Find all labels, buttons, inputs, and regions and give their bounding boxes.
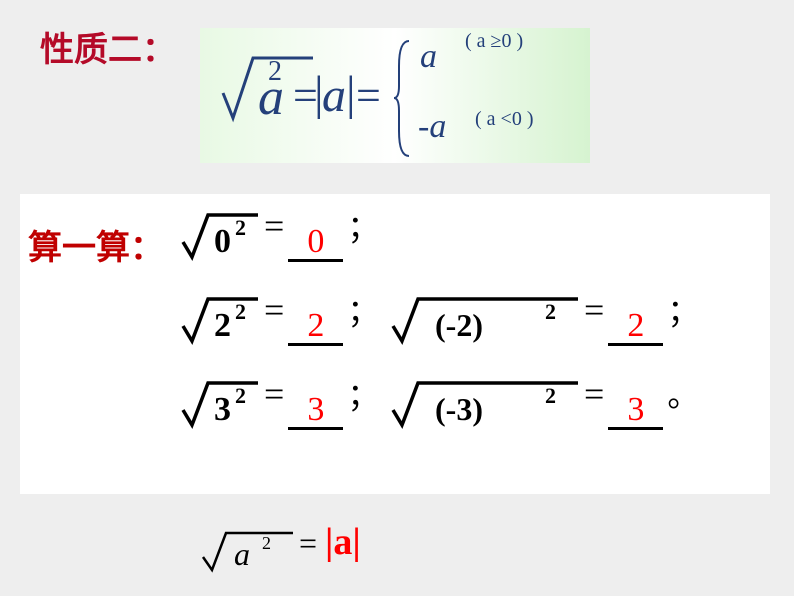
equals-sign: =	[584, 374, 604, 414]
svg-text:2: 2	[235, 383, 246, 408]
punct: ；	[347, 293, 379, 329]
var-a-abs: a	[322, 68, 346, 123]
svg-text:2: 2	[214, 307, 231, 344]
answer-blank: 0	[288, 221, 343, 262]
abs-a-result: |a|	[325, 521, 361, 563]
equals-2: =	[356, 70, 381, 121]
punct: 。	[667, 377, 699, 413]
sqrt-icon: 0 2	[180, 207, 260, 262]
brace-icon	[394, 36, 414, 161]
answer-blank: 2	[608, 305, 663, 346]
sqrt-icon: 2 2	[180, 291, 260, 346]
sqrt-icon: 3 2	[180, 375, 260, 430]
answer-blank: 3	[608, 389, 663, 430]
abs-bar-2: |	[346, 66, 356, 121]
case-neg-a-cond: ( a <0 )	[475, 108, 533, 131]
svg-text:a: a	[234, 536, 250, 572]
case-neg-a-value: -a	[418, 108, 446, 146]
property-title: 性质二：	[40, 22, 176, 71]
case-a-cond: ( a ≥0 )	[465, 30, 523, 53]
svg-text:(-3): (-3)	[435, 391, 483, 427]
row-3b: (-3) 2 = 3 。	[390, 370, 699, 430]
svg-text:2: 2	[545, 383, 556, 408]
svg-text:2: 2	[262, 533, 271, 553]
equals-sign: =	[264, 290, 284, 330]
svg-text:2: 2	[235, 215, 246, 240]
punct: ；	[347, 377, 379, 413]
exp-2-1: 2	[268, 56, 282, 88]
answer-blank: 2	[288, 305, 343, 346]
punct: ；	[667, 293, 699, 329]
case-a-value: a	[420, 38, 437, 76]
svg-text:2: 2	[235, 299, 246, 324]
equals-sign: =	[264, 206, 284, 246]
punct: ；	[347, 209, 379, 245]
bottom-formula: a 2 = |a|	[200, 520, 361, 575]
sqrt-icon: (-3) 2	[390, 375, 580, 430]
equals-sign: =	[264, 374, 284, 414]
svg-text:2: 2	[545, 299, 556, 324]
equals-sign: =	[584, 290, 604, 330]
sqrt-icon: a 2	[200, 525, 295, 575]
row-3a: 3 2 = 3 ；	[180, 370, 379, 430]
row-2b: (-2) 2 = 2 ；	[390, 286, 699, 346]
row-1: 0 2 = 0 ；	[180, 202, 379, 262]
calc-title: 算一算：	[28, 220, 164, 269]
row-2a: 2 2 = 2 ；	[180, 286, 379, 346]
equals-sign: =	[299, 525, 325, 561]
svg-text:3: 3	[214, 391, 231, 428]
sqrt-icon: (-2) 2	[390, 291, 580, 346]
svg-text:(-2): (-2)	[435, 307, 483, 343]
answer-blank: 3	[288, 389, 343, 430]
svg-text:0: 0	[214, 223, 231, 260]
